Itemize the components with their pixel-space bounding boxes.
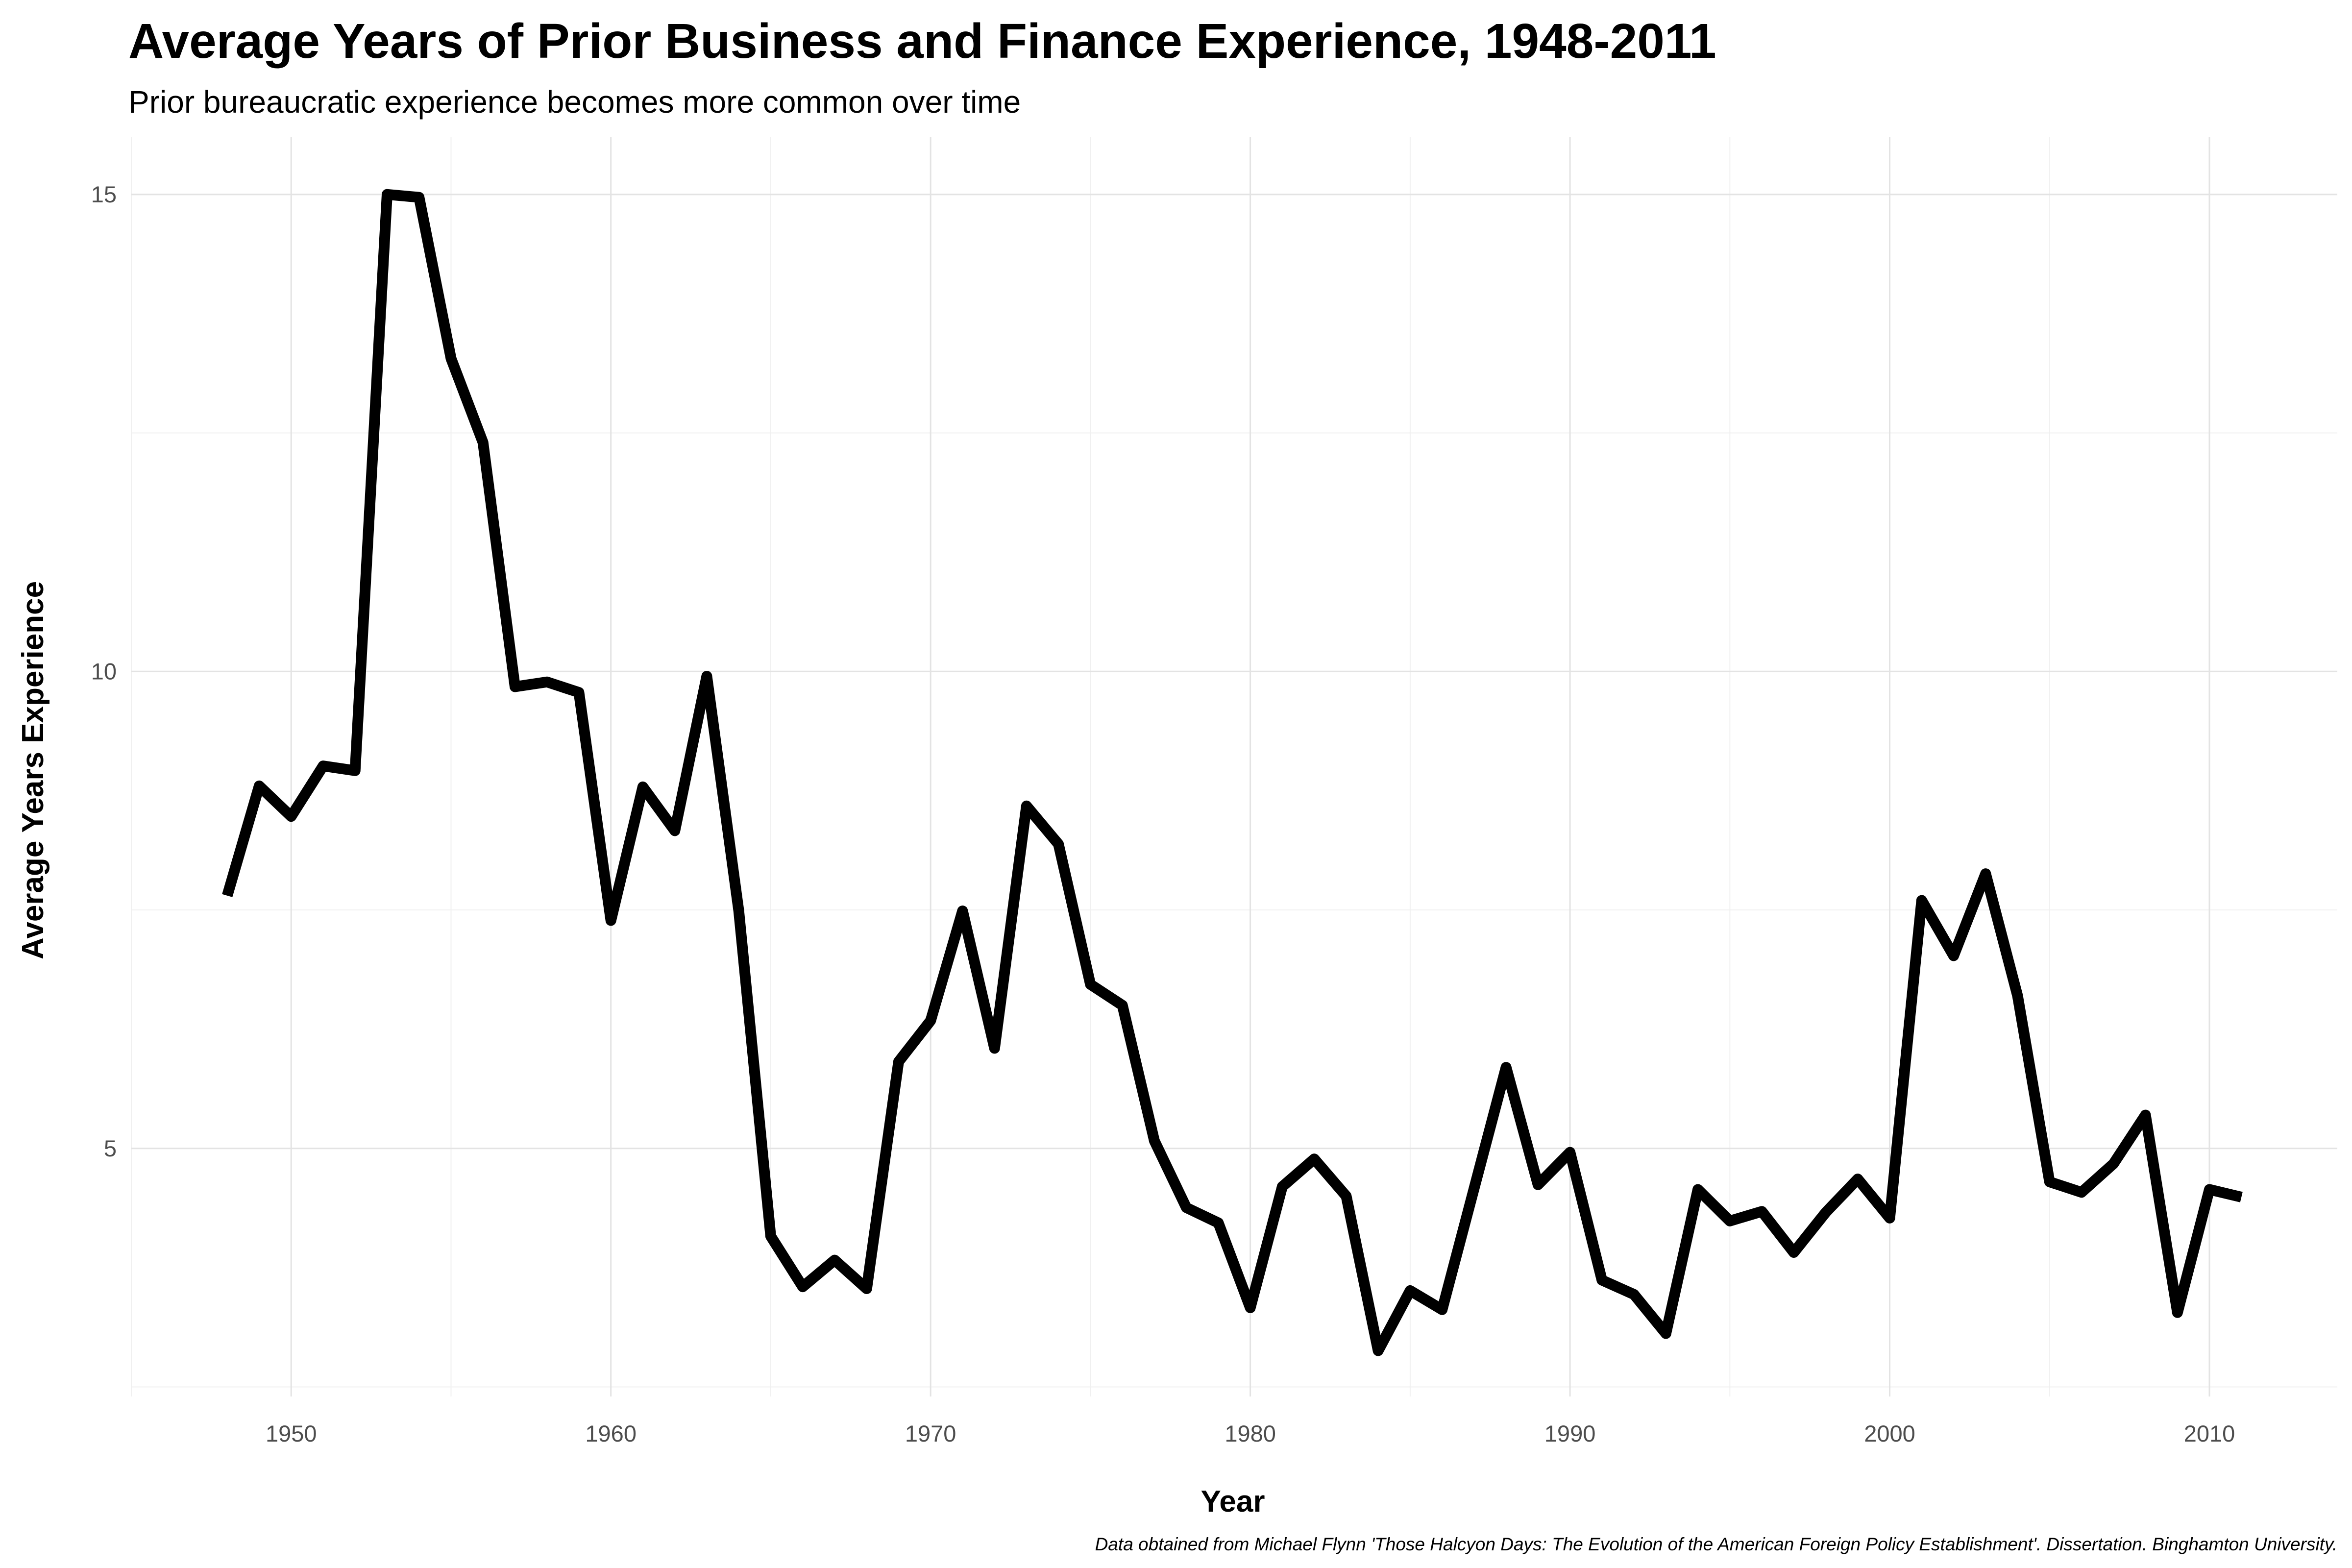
data-point xyxy=(1757,1206,1767,1217)
data-point xyxy=(2012,990,2023,1001)
data-point xyxy=(1724,1216,1735,1226)
data-point xyxy=(1788,1247,1799,1258)
series-line xyxy=(222,189,2243,1356)
data-point xyxy=(734,906,744,916)
data-point xyxy=(1596,1274,1607,1285)
data-point xyxy=(2108,1158,2119,1169)
data-point xyxy=(350,765,361,776)
data-point xyxy=(1437,1304,1447,1315)
data-point xyxy=(318,760,328,771)
data-point xyxy=(254,781,265,791)
data-point xyxy=(797,1281,808,1292)
data-point xyxy=(1341,1191,1351,1201)
y-axis-ticks: 5 10 15 xyxy=(91,181,117,1161)
data-point xyxy=(573,687,584,698)
data-point xyxy=(1916,895,1927,906)
data-point xyxy=(1117,1000,1128,1011)
data-point xyxy=(1692,1184,1703,1195)
y-tick-label: 10 xyxy=(91,658,117,684)
y-axis-title: Average Years Experience xyxy=(16,581,50,959)
data-point xyxy=(2076,1187,2087,1198)
data-point xyxy=(701,671,712,682)
x-tick-label: 2000 xyxy=(1864,1421,1915,1446)
x-tick-label: 1950 xyxy=(266,1421,317,1446)
data-point xyxy=(2236,1192,2247,1202)
data-point xyxy=(2172,1307,2183,1318)
data-point xyxy=(1021,801,1032,811)
data-point xyxy=(1980,868,1991,879)
data-point xyxy=(1948,951,1959,961)
x-tick-label: 1990 xyxy=(1544,1421,1596,1446)
x-tick-label: 1970 xyxy=(905,1421,956,1446)
data-point xyxy=(1277,1181,1288,1192)
x-axis-ticks: 1950 1960 1970 1980 1990 2000 2010 xyxy=(266,1421,2235,1446)
data-point xyxy=(1885,1213,1895,1224)
data-point xyxy=(2044,1176,2055,1187)
data-point xyxy=(1565,1147,1575,1158)
data-point xyxy=(445,353,456,364)
data-point xyxy=(765,1231,776,1242)
data-point xyxy=(2204,1184,2215,1195)
data-point xyxy=(1181,1202,1192,1213)
data-point xyxy=(1085,979,1096,990)
data-point xyxy=(510,681,520,692)
data-points xyxy=(222,189,2247,1356)
data-point xyxy=(1373,1346,1384,1356)
x-tick-label: 1980 xyxy=(1225,1421,1276,1446)
data-point xyxy=(541,677,552,687)
data-point xyxy=(669,825,680,836)
data-point xyxy=(1213,1218,1224,1228)
data-point xyxy=(861,1283,872,1294)
data-point xyxy=(1469,1183,1479,1194)
data-point xyxy=(637,782,648,792)
data-point xyxy=(286,811,296,822)
x-tick-label: 2010 xyxy=(2184,1421,2235,1446)
y-tick-label: 15 xyxy=(91,181,117,207)
data-point xyxy=(414,192,424,203)
data-point xyxy=(1245,1302,1256,1313)
data-point xyxy=(957,906,968,916)
data-point xyxy=(222,890,233,901)
data-point xyxy=(1053,839,1064,850)
chart-caption: Data obtained from Michael Flynn 'Those … xyxy=(1095,1534,2337,1554)
data-point xyxy=(1820,1207,1831,1218)
data-point xyxy=(1309,1153,1320,1164)
data-point xyxy=(925,1015,936,1026)
data-point xyxy=(1501,1062,1512,1073)
chart-title: Average Years of Prior Business and Fina… xyxy=(128,14,1716,69)
data-point xyxy=(2140,1110,2151,1121)
data-point xyxy=(478,437,489,448)
data-point xyxy=(1661,1328,1671,1339)
data-point xyxy=(606,915,616,926)
data-point xyxy=(1629,1289,1640,1300)
data-point xyxy=(829,1255,840,1266)
data-point xyxy=(1149,1135,1160,1146)
plot-area: 5 10 15 1950 1960 1970 1980 1990 2000 2010 xyxy=(91,137,2337,1446)
x-tick-label: 1960 xyxy=(585,1421,637,1446)
data-point xyxy=(1533,1179,1544,1190)
data-point xyxy=(989,1043,1000,1054)
grid-lines xyxy=(131,137,2337,1396)
x-axis-title: Year xyxy=(1200,1485,1265,1519)
data-point xyxy=(893,1056,904,1067)
data-point xyxy=(382,189,392,200)
chart-subtitle: Prior bureaucratic experience becomes mo… xyxy=(128,84,1021,120)
y-tick-label: 5 xyxy=(104,1135,117,1161)
data-point xyxy=(1852,1174,1863,1184)
data-point xyxy=(1405,1285,1416,1296)
